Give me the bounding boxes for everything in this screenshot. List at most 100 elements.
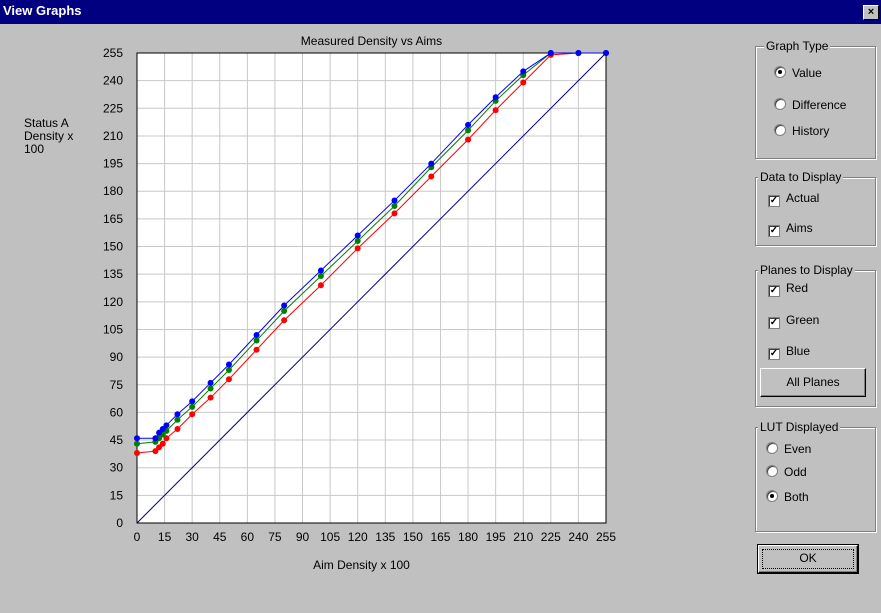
lut-even-option[interactable]: Even	[766, 440, 811, 458]
y-tick-label: 15	[110, 488, 124, 502]
close-button[interactable]: ×	[863, 5, 879, 20]
data-point-blue	[226, 361, 232, 367]
data-point-green	[208, 385, 214, 391]
data-point-red	[428, 173, 434, 179]
y-tick-label: 210	[103, 129, 123, 143]
data-to-display-label: Data to Display	[758, 170, 843, 184]
data-point-blue	[281, 303, 287, 309]
radio-difference[interactable]	[774, 98, 786, 110]
chart-title: Measured Density vs Aims	[301, 34, 442, 48]
x-tick-label: 195	[486, 530, 506, 544]
y-tick-label: 240	[103, 74, 123, 88]
data-point-red	[465, 137, 471, 143]
x-tick-label: 105	[320, 530, 340, 544]
x-tick-label: 30	[185, 530, 199, 544]
data-point-red	[355, 245, 361, 251]
green-checkbox[interactable]: ✓	[768, 317, 780, 329]
blue-checkbox[interactable]: ✓	[768, 348, 780, 360]
y-tick-label: 75	[110, 378, 124, 392]
y-tick-label: 165	[103, 212, 123, 226]
red-checkbox[interactable]: ✓	[768, 285, 780, 297]
graph-type-label: Graph Type	[764, 39, 830, 53]
data-point-green	[281, 308, 287, 314]
y-tick-label: 255	[103, 46, 123, 60]
data-point-red	[134, 450, 140, 456]
actual-checkbox[interactable]: ✓	[768, 195, 780, 207]
x-tick-label: 75	[268, 530, 282, 544]
ok-button[interactable]: OK	[758, 545, 858, 573]
graph-type-group: Graph Type Value Difference History	[755, 46, 876, 159]
x-tick-label: 210	[513, 530, 533, 544]
x-tick-label: 45	[213, 530, 227, 544]
aims-checkbox-option[interactable]: ✓ Aims	[768, 219, 813, 237]
data-point-blue	[318, 267, 324, 273]
data-point-blue	[465, 122, 471, 128]
lut-displayed-label: LUT Displayed	[758, 420, 840, 434]
x-tick-label: 225	[541, 530, 561, 544]
y-axis-label: Density x	[24, 129, 73, 143]
radio-odd[interactable]	[766, 465, 778, 477]
data-point-green	[189, 404, 195, 410]
data-point-blue	[520, 68, 526, 74]
data-point-green	[355, 238, 361, 244]
y-tick-label: 105	[103, 322, 123, 336]
y-tick-label: 0	[116, 516, 123, 530]
x-tick-label: 240	[568, 530, 588, 544]
planes-to-display-group: Planes to Display ✓ Red ✓ Green ✓ Blue All …	[755, 270, 876, 407]
y-tick-label: 45	[110, 433, 124, 447]
y-tick-label: 195	[103, 157, 123, 171]
radio-both[interactable]	[766, 490, 778, 502]
data-point-red	[254, 347, 260, 353]
data-point-blue	[152, 435, 158, 441]
red-checkbox-option[interactable]: ✓ Red	[768, 279, 808, 297]
x-tick-label: 165	[430, 530, 450, 544]
graph-type-value-option[interactable]: Value	[774, 64, 822, 82]
data-point-red	[208, 395, 214, 401]
lut-both-option[interactable]: Both	[766, 488, 809, 506]
y-tick-label: 150	[103, 240, 123, 254]
graph-type-history-option[interactable]: History	[774, 122, 829, 140]
data-point-blue	[174, 411, 180, 417]
lut-displayed-group: LUT Displayed Even Odd Both	[755, 427, 876, 532]
y-tick-label: 30	[110, 461, 124, 475]
title-bar: View Graphs ×	[0, 0, 881, 24]
radio-history[interactable]	[774, 124, 786, 136]
data-point-green	[174, 417, 180, 423]
aims-checkbox[interactable]: ✓	[768, 225, 780, 237]
data-point-green	[134, 441, 140, 447]
data-point-green	[465, 127, 471, 133]
data-point-green	[254, 338, 260, 344]
x-tick-label: 255	[596, 530, 616, 544]
radio-value[interactable]	[774, 66, 786, 78]
y-tick-label: 60	[110, 405, 124, 419]
actual-checkbox-option[interactable]: ✓ Actual	[768, 189, 819, 207]
graph-type-difference-option[interactable]: Difference	[774, 96, 846, 114]
green-checkbox-option[interactable]: ✓ Green	[768, 311, 819, 329]
planes-to-display-label: Planes to Display	[758, 263, 855, 277]
y-axis-label: Status A	[24, 116, 69, 130]
data-point-green	[391, 203, 397, 209]
data-point-red	[174, 426, 180, 432]
data-point-red	[226, 376, 232, 382]
y-tick-label: 90	[110, 350, 124, 364]
data-point-blue	[189, 398, 195, 404]
y-tick-label: 120	[103, 295, 123, 309]
data-point-blue	[355, 232, 361, 238]
data-point-green	[226, 367, 232, 373]
radio-even[interactable]	[766, 442, 778, 454]
blue-checkbox-option[interactable]: ✓ Blue	[768, 342, 810, 360]
all-planes-button[interactable]: All Planes	[760, 368, 866, 397]
data-point-red	[189, 411, 195, 417]
x-tick-label: 135	[375, 530, 395, 544]
x-tick-label: 0	[134, 530, 141, 544]
data-point-red	[318, 282, 324, 288]
data-point-red	[281, 317, 287, 323]
density-chart: 0 15 30 45 60 75 90 105 120 135 150 165 180 195 210 225…	[0, 24, 740, 613]
data-point-blue	[254, 332, 260, 338]
data-to-display-group: Data to Display ✓ Actual ✓ Aims	[755, 177, 876, 246]
lut-odd-option[interactable]: Odd	[766, 463, 807, 481]
data-point-blue	[548, 50, 554, 56]
data-point-green	[318, 273, 324, 279]
x-tick-label: 15	[158, 530, 172, 544]
x-tick-label: 60	[241, 530, 255, 544]
